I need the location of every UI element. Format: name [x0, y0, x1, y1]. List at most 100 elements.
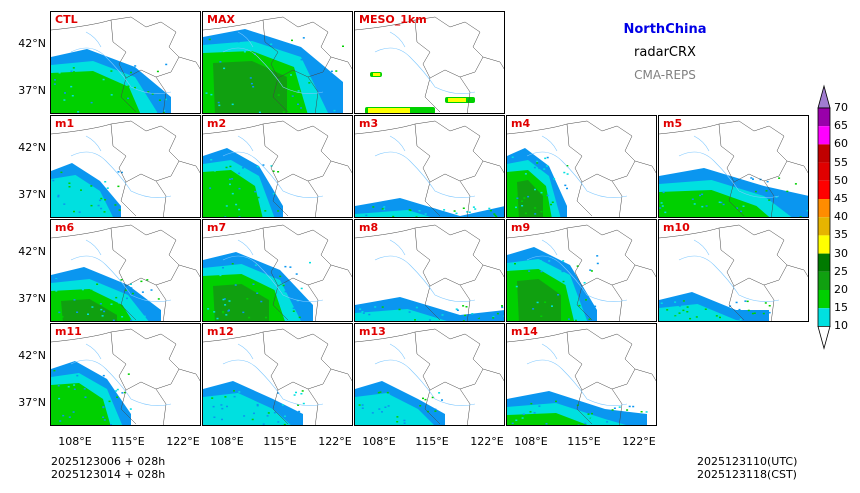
- echo-area: [51, 71, 141, 113]
- echo-speck: [572, 300, 575, 303]
- echo-speck: [609, 423, 612, 425]
- echo-speck: [247, 52, 249, 54]
- echo-speck: [66, 198, 69, 200]
- echo-speck: [256, 403, 259, 406]
- province-border: [51, 227, 200, 321]
- echo-speck: [106, 187, 109, 189]
- echo-speck: [544, 157, 547, 160]
- echo-speck: [461, 216, 464, 217]
- echo-speck: [104, 383, 107, 385]
- echo-speck: [540, 399, 543, 401]
- echo-speck: [238, 216, 241, 217]
- echo-speck: [325, 72, 328, 74]
- echo-speck: [286, 77, 289, 80]
- echo-speck: [560, 262, 563, 264]
- echo-speck: [778, 177, 781, 179]
- echo-speck: [485, 216, 488, 217]
- echo-speck: [81, 288, 84, 291]
- echo-speck: [90, 185, 93, 187]
- echo-speck: [118, 209, 121, 211]
- echo-speck: [212, 405, 215, 408]
- echo-speck: [403, 419, 406, 422]
- echo-speck: [632, 405, 635, 408]
- echo-speck: [55, 278, 57, 281]
- river: [374, 239, 476, 302]
- echo-speck: [257, 196, 260, 199]
- echo-speck: [302, 402, 305, 405]
- panel-label: m2: [207, 117, 227, 130]
- panel-label: m13: [359, 325, 386, 338]
- echo-speck: [282, 283, 285, 285]
- echo-speck: [60, 418, 63, 420]
- echo-speck: [701, 205, 704, 208]
- echo-speck: [555, 400, 557, 403]
- echo-speck: [674, 316, 677, 318]
- echo-speck: [513, 319, 515, 321]
- colorbar-segment: [818, 144, 830, 163]
- echo-speck: [222, 298, 225, 301]
- echo-speck: [705, 205, 708, 207]
- echo-speck: [234, 284, 237, 286]
- echo-speck: [62, 414, 65, 417]
- echo-speck: [238, 208, 241, 211]
- echo-speck: [408, 209, 411, 211]
- echo-speck: [722, 203, 725, 206]
- echo-speck: [434, 408, 437, 411]
- echo-speck: [399, 410, 402, 412]
- echo-speck: [324, 90, 327, 93]
- echo-speck: [432, 320, 435, 321]
- echo-speck: [511, 216, 514, 217]
- echo-speck: [530, 402, 533, 405]
- echo-speck: [70, 85, 73, 88]
- echo-speck: [566, 187, 568, 190]
- echo-speck: [356, 309, 359, 311]
- echo-speck: [333, 109, 336, 112]
- echo-speck: [284, 415, 286, 417]
- province-border: [659, 123, 808, 217]
- colorbar-segment: [818, 290, 830, 309]
- lon-tick-label: 115°E: [415, 435, 449, 448]
- echo-speck: [524, 173, 527, 175]
- echo-speck: [283, 423, 286, 425]
- echo-speck: [557, 294, 560, 296]
- colorbar: [817, 84, 831, 350]
- echo-speck: [578, 304, 581, 307]
- echo-speck: [462, 207, 465, 209]
- echo-speck: [466, 317, 468, 320]
- echo-speck: [129, 408, 132, 410]
- province-border: [203, 331, 352, 425]
- echo-speck: [225, 314, 228, 316]
- province-border: [718, 120, 788, 183]
- init-time-line1: 2025123006 + 028h: [51, 455, 166, 468]
- echo-speck: [750, 177, 753, 179]
- echo-speck: [133, 101, 135, 104]
- colorbar-extend-max: [817, 84, 831, 109]
- echo-speck: [465, 316, 468, 318]
- echo-speck: [396, 421, 399, 423]
- echo-speck: [418, 210, 421, 212]
- echo-speck: [163, 109, 166, 112]
- echo-speck: [540, 210, 543, 213]
- echo-speck: [91, 306, 94, 308]
- map-m14: [507, 328, 656, 425]
- province-border: [566, 328, 636, 391]
- echo-speck: [404, 411, 407, 413]
- province-border: [414, 16, 484, 79]
- lat-tick-label: 37°N: [18, 84, 46, 97]
- echo-speck: [404, 399, 407, 401]
- echo-speck: [587, 413, 590, 415]
- colorbar-segment: [818, 180, 830, 199]
- echo-speck: [403, 422, 406, 424]
- echo-speck: [295, 273, 298, 275]
- echo-speck: [159, 105, 162, 107]
- echo-speck: [231, 192, 234, 195]
- echo-speck: [101, 186, 104, 188]
- map-m1: [51, 120, 200, 217]
- echo-speck: [103, 419, 106, 421]
- echo-speck: [660, 202, 663, 204]
- colorbar-label: 40: [834, 210, 848, 224]
- lon-tick-label: 122°E: [318, 435, 352, 448]
- echo-speck: [292, 307, 295, 309]
- init-time-line2: 2025123014 + 028h: [51, 468, 166, 481]
- colorbar-label: 20: [834, 283, 848, 296]
